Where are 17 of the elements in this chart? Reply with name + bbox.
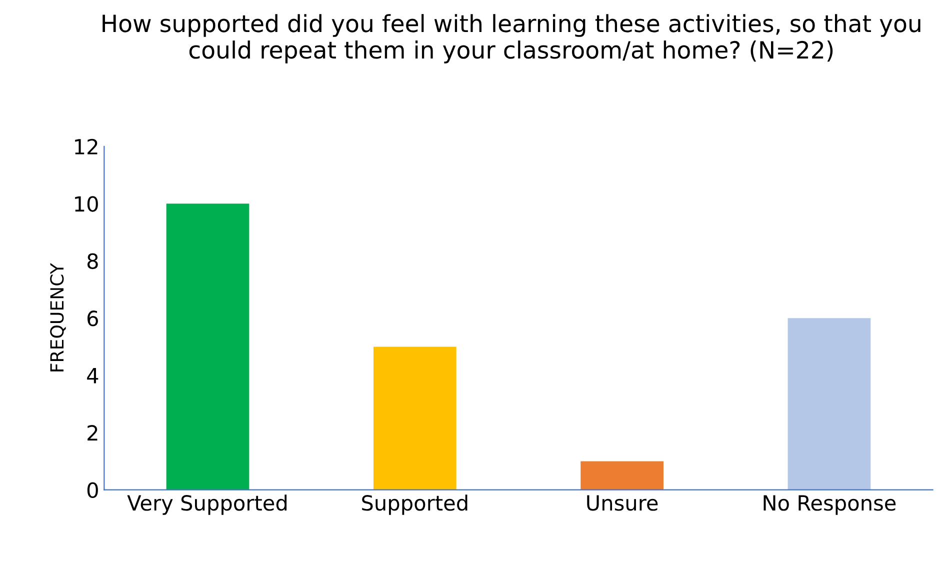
y-axis-title: FREQUENCY — [50, 263, 66, 372]
chart-title: How supported did you feel with learning these activities, so that you could repeat them in your classroom/at home? (N=22) — [102, 14, 920, 64]
x-tick-label: No Response — [764, 495, 896, 515]
x-tick-label: Supported — [362, 494, 468, 515]
y-tick-label: 12 — [75, 138, 98, 154]
bar — [788, 318, 871, 490]
x-tick-label: Unsure — [587, 495, 658, 511]
y-tick-label: 2 — [88, 425, 98, 440]
y-tick-label: 0 — [87, 482, 98, 498]
y-tick-label: 6 — [88, 310, 98, 326]
bar — [580, 461, 664, 490]
bar — [373, 346, 456, 490]
y-tick-label: 8 — [87, 253, 98, 270]
bar — [166, 204, 250, 490]
y-tick-label: 10 — [75, 196, 98, 212]
y-tick-label: 4 — [87, 368, 98, 384]
x-tick-label: Very Supported — [127, 494, 287, 515]
